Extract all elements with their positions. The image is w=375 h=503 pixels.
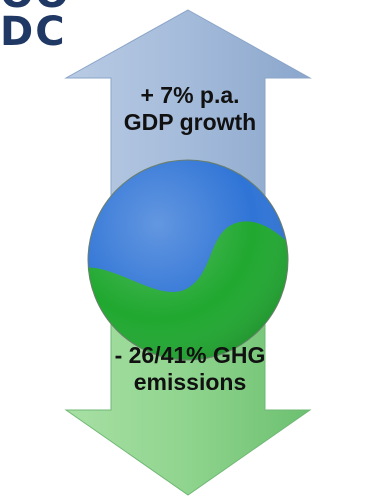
- ghg-emissions-line-2: emissions: [133, 369, 247, 395]
- ghg-emissions-label: - 26/41% GHG emissions: [60, 342, 320, 396]
- gdp-growth-label: + 7% p.a. GDP growth: [60, 82, 320, 136]
- gdp-growth-line-1: + 7% p.a.: [140, 82, 240, 108]
- heading-line-2: DC: [0, 9, 67, 55]
- ghg-emissions-line-1: - 26/41% GHG: [114, 342, 266, 368]
- heading-line-1: OO: [0, 0, 70, 14]
- gdp-growth-line-2: GDP growth: [123, 109, 257, 135]
